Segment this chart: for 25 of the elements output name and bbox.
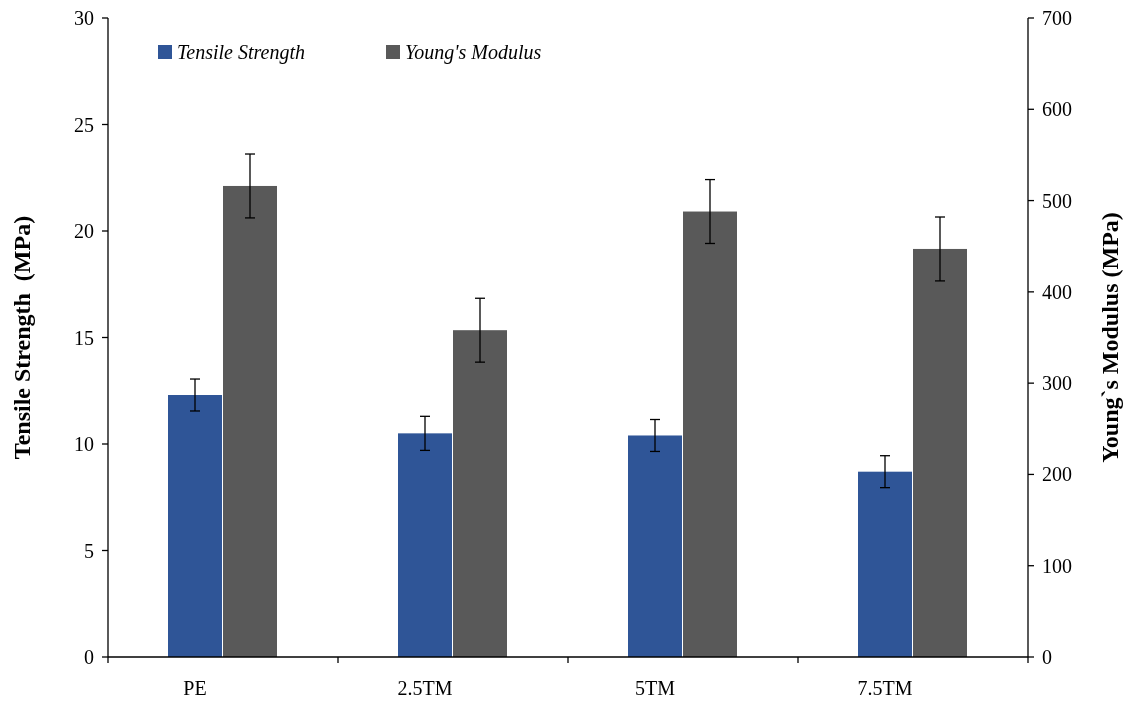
y2-tick-label: 0 bbox=[1042, 646, 1052, 668]
bar bbox=[683, 211, 737, 657]
y-tick-label: 20 bbox=[74, 220, 94, 242]
legend-label: Young's Modulus bbox=[405, 41, 542, 64]
y2-tick-label: 300 bbox=[1042, 372, 1072, 395]
x-tick-label: 5TM bbox=[635, 677, 676, 699]
y2-tick-label: 100 bbox=[1042, 554, 1072, 577]
y-tick-label: 10 bbox=[74, 433, 94, 455]
legend-label: Tensile Strength bbox=[177, 41, 305, 64]
x-tick-label: PE bbox=[183, 677, 207, 699]
y2-tick-label: 500 bbox=[1042, 189, 1072, 212]
y-tick-label: 30 bbox=[74, 7, 94, 29]
x-tick-label: 7.5TM bbox=[857, 677, 913, 699]
y2-axis-title: Young`s Modulus (MPa) bbox=[1097, 212, 1123, 463]
y2-tick-label: 200 bbox=[1042, 463, 1072, 486]
y2-tick-label: 600 bbox=[1042, 98, 1072, 121]
y-tick-label: 25 bbox=[74, 113, 94, 136]
y-tick-label: 5 bbox=[84, 539, 94, 562]
y-tick-label: 0 bbox=[84, 646, 94, 668]
bar bbox=[913, 248, 967, 657]
y-axis-title: Tensile Strength (MPa) bbox=[9, 215, 35, 460]
y-tick-label: 15 bbox=[74, 326, 94, 349]
x-tick-label: 2.5TM bbox=[397, 677, 453, 699]
y2-tick-label: 400 bbox=[1042, 280, 1072, 303]
y2-tick-label: 700 bbox=[1042, 7, 1072, 29]
